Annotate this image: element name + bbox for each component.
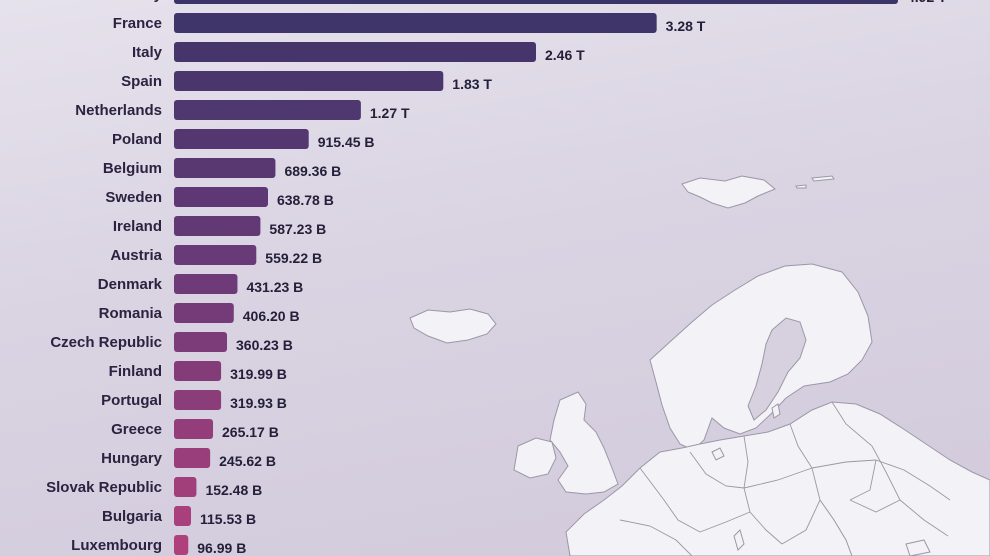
svalbard-island	[681, 175, 776, 209]
category-label: Netherlands	[75, 102, 162, 119]
value-label: 689.36 B	[284, 163, 341, 179]
value-label: 559.22 B	[265, 250, 322, 266]
category-label: Greece	[111, 421, 162, 438]
great-britain	[549, 391, 619, 495]
category-label: Bulgaria	[102, 508, 163, 525]
value-label: 4.92 T	[907, 0, 947, 5]
bar-france	[174, 13, 657, 33]
value-label: 96.99 B	[197, 540, 246, 556]
value-label: 265.17 B	[222, 424, 279, 440]
bar-romania	[174, 303, 234, 323]
bar-portugal	[174, 390, 222, 410]
bar-spain	[174, 71, 444, 91]
value-label: 587.23 B	[269, 221, 326, 237]
value-label: 2.46 T	[545, 47, 585, 63]
value-label: 431.23 B	[246, 279, 303, 295]
continental-europe	[565, 401, 990, 556]
arctic-islet	[811, 175, 835, 182]
bar-bulgaria	[174, 506, 192, 526]
iceland	[409, 308, 497, 344]
category-label: Romania	[99, 305, 163, 322]
category-label: Spain	[121, 73, 162, 90]
value-label: 406.20 B	[243, 308, 300, 324]
arctic-islet	[795, 184, 807, 189]
bar-greece	[174, 419, 214, 439]
value-label: 360.23 B	[236, 337, 293, 353]
category-label: Sweden	[105, 189, 162, 206]
category-label: Ireland	[113, 218, 162, 235]
bar-poland	[174, 129, 309, 149]
value-label: 3.28 T	[666, 18, 706, 34]
category-label: Austria	[110, 247, 162, 264]
bar-italy	[174, 42, 536, 62]
bar-germany	[174, 0, 898, 4]
category-label: Hungary	[101, 450, 163, 467]
bar-czech-republic	[174, 332, 228, 352]
value-label: 319.99 B	[230, 366, 287, 382]
bar-slovak-republic	[174, 477, 197, 497]
category-label: France	[113, 15, 162, 32]
bar-denmark	[174, 274, 238, 294]
category-label: Czech Republic	[50, 334, 162, 351]
value-label: 1.83 T	[452, 76, 492, 92]
bar-netherlands	[174, 100, 361, 120]
bars-layer: Germany 4.92 T France 3.28 T Italy 2.46 T Spai…	[46, 0, 947, 556]
danish-islet	[711, 447, 725, 461]
category-label: Finland	[109, 363, 162, 380]
value-label: 152.48 B	[205, 482, 262, 498]
baltic-sea	[747, 317, 807, 421]
category-label: Poland	[112, 131, 162, 148]
value-label: 115.53 B	[200, 511, 256, 527]
corsica-islet	[733, 529, 745, 551]
bar-finland	[174, 361, 222, 381]
category-label: Denmark	[98, 276, 163, 293]
category-label: Belgium	[103, 160, 162, 177]
value-label: 1.27 T	[370, 105, 410, 121]
bar-ireland	[174, 216, 261, 236]
bar-sweden	[174, 187, 268, 207]
category-label: Germany	[97, 0, 163, 3]
sicily-islet	[905, 539, 931, 556]
bar-austria	[174, 245, 257, 265]
category-label: Italy	[132, 44, 163, 61]
category-label: Slovak Republic	[46, 479, 162, 496]
value-label: 915.45 B	[318, 134, 375, 150]
category-label: Portugal	[101, 392, 162, 409]
category-label: Luxembourg	[71, 537, 162, 554]
gotland-islet	[771, 403, 781, 419]
value-label: 245.62 B	[219, 453, 276, 469]
bar-belgium	[174, 158, 276, 178]
value-label: 638.78 B	[277, 192, 334, 208]
ireland-island	[513, 437, 557, 479]
italy-outline	[819, 499, 853, 556]
bar-luxembourg	[174, 535, 189, 555]
value-label: 319.93 B	[230, 395, 287, 411]
bar-hungary	[174, 448, 211, 468]
